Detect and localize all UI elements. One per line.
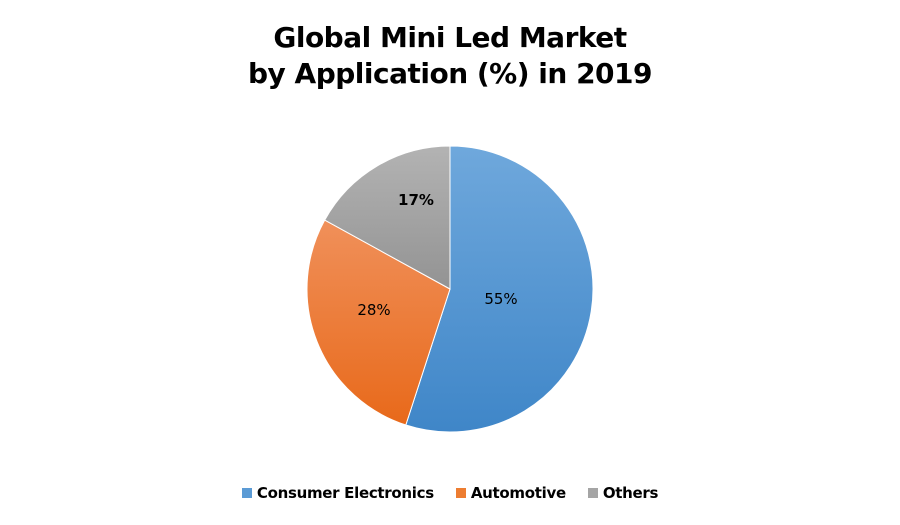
legend-label: Consumer Electronics [256, 484, 434, 502]
legend: Consumer Electronics Automotive Others [0, 484, 900, 502]
legend-item-consumer-electronics: Consumer Electronics [241, 484, 434, 502]
chart-title-line2: by Application (%) in 2019 [248, 57, 653, 90]
chart-title-line1: Global Mini Led Market [273, 21, 627, 54]
data-label: 17% [398, 191, 434, 209]
data-label: 55% [484, 290, 517, 308]
legend-item-automotive: Automotive [455, 484, 566, 502]
legend-item-others: Others [587, 484, 659, 502]
legend-swatch [587, 488, 598, 498]
pie-slice-others [324, 145, 451, 290]
legend-swatch [455, 488, 466, 498]
legend-label: Automotive [470, 484, 566, 502]
legend-swatch [241, 488, 252, 498]
pie-slice-automotive [306, 219, 451, 426]
pie-slice-consumer-electronics [405, 145, 594, 433]
legend-label: Others [602, 484, 659, 502]
chart-title: Global Mini Led Market by Application (%… [0, 20, 900, 92]
data-label: 28% [357, 301, 390, 319]
